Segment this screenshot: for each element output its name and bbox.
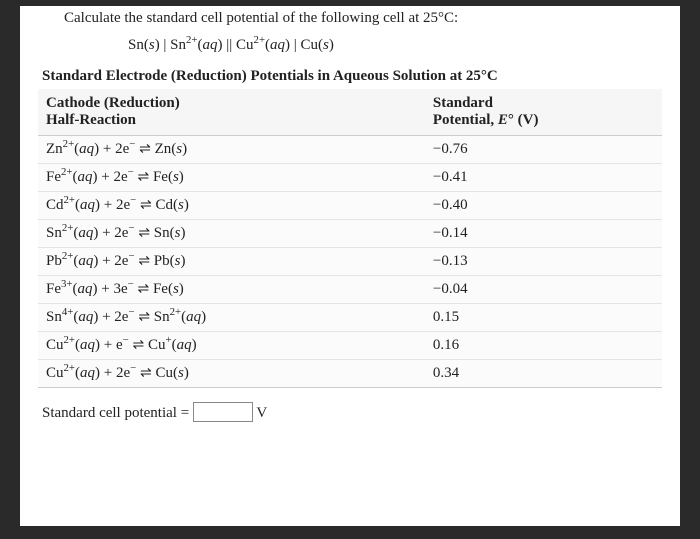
table-row: Fe2+(aq) + 2e− ⇌ Fe(s)−0.41 <box>38 164 662 192</box>
col-header-potential: StandardPotential, E° (V) <box>425 89 662 136</box>
cell-reaction: Sn2+(aq) + 2e− ⇌ Sn(s) <box>38 220 425 248</box>
cell-reaction: Pb2+(aq) + 2e− ⇌ Pb(s) <box>38 248 425 276</box>
page: Calculate the standard cell potential of… <box>20 6 680 526</box>
table-row: Cd2+(aq) + 2e− ⇌ Cd(s)−0.40 <box>38 192 662 220</box>
table-header-row: Cathode (Reduction)Half-Reaction Standar… <box>38 89 662 136</box>
cell-potential: 0.16 <box>425 332 662 360</box>
cell-reaction: Fe2+(aq) + 2e− ⇌ Fe(s) <box>38 164 425 192</box>
cell-reaction: Zn2+(aq) + 2e− ⇌ Zn(s) <box>38 136 425 164</box>
cell-potential: 0.34 <box>425 360 662 388</box>
answer-input[interactable] <box>193 402 253 422</box>
cell-reaction: Cu2+(aq) + e− ⇌ Cu+(aq) <box>38 332 425 360</box>
table-row: Cu2+(aq) + 2e− ⇌ Cu(s)0.34 <box>38 360 662 388</box>
cell-reaction: Cu2+(aq) + 2e− ⇌ Cu(s) <box>38 360 425 388</box>
cell-potential: −0.41 <box>425 164 662 192</box>
cell-potential: −0.04 <box>425 276 662 304</box>
cell-notation: Sn(s) | Sn2+(aq) || Cu2+(aq) | Cu(s) <box>128 37 662 54</box>
problem-prompt: Calculate the standard cell potential of… <box>64 10 662 27</box>
cell-potential: 0.15 <box>425 304 662 332</box>
cell-potential: −0.14 <box>425 220 662 248</box>
answer-line: Standard cell potential = V <box>42 402 662 422</box>
table-row: Fe3+(aq) + 3e− ⇌ Fe(s)−0.04 <box>38 276 662 304</box>
col-header-reaction: Cathode (Reduction)Half-Reaction <box>38 89 425 136</box>
table-body: Zn2+(aq) + 2e− ⇌ Zn(s)−0.76Fe2+(aq) + 2e… <box>38 136 662 388</box>
cell-reaction: Fe3+(aq) + 3e− ⇌ Fe(s) <box>38 276 425 304</box>
table-row: Sn4+(aq) + 2e− ⇌ Sn2+(aq)0.15 <box>38 304 662 332</box>
cell-potential: −0.40 <box>425 192 662 220</box>
table-row: Pb2+(aq) + 2e− ⇌ Pb(s)−0.13 <box>38 248 662 276</box>
reduction-potentials-table: Cathode (Reduction)Half-Reaction Standar… <box>38 89 662 388</box>
table-row: Sn2+(aq) + 2e− ⇌ Sn(s)−0.14 <box>38 220 662 248</box>
cell-potential: −0.13 <box>425 248 662 276</box>
table-row: Cu2+(aq) + e− ⇌ Cu+(aq)0.16 <box>38 332 662 360</box>
table-title: Standard Electrode (Reduction) Potential… <box>42 68 662 85</box>
answer-label: Standard cell potential = <box>42 405 189 421</box>
table-row: Zn2+(aq) + 2e− ⇌ Zn(s)−0.76 <box>38 136 662 164</box>
cell-reaction: Sn4+(aq) + 2e− ⇌ Sn2+(aq) <box>38 304 425 332</box>
answer-unit: V <box>256 405 267 421</box>
cell-potential: −0.76 <box>425 136 662 164</box>
cell-reaction: Cd2+(aq) + 2e− ⇌ Cd(s) <box>38 192 425 220</box>
